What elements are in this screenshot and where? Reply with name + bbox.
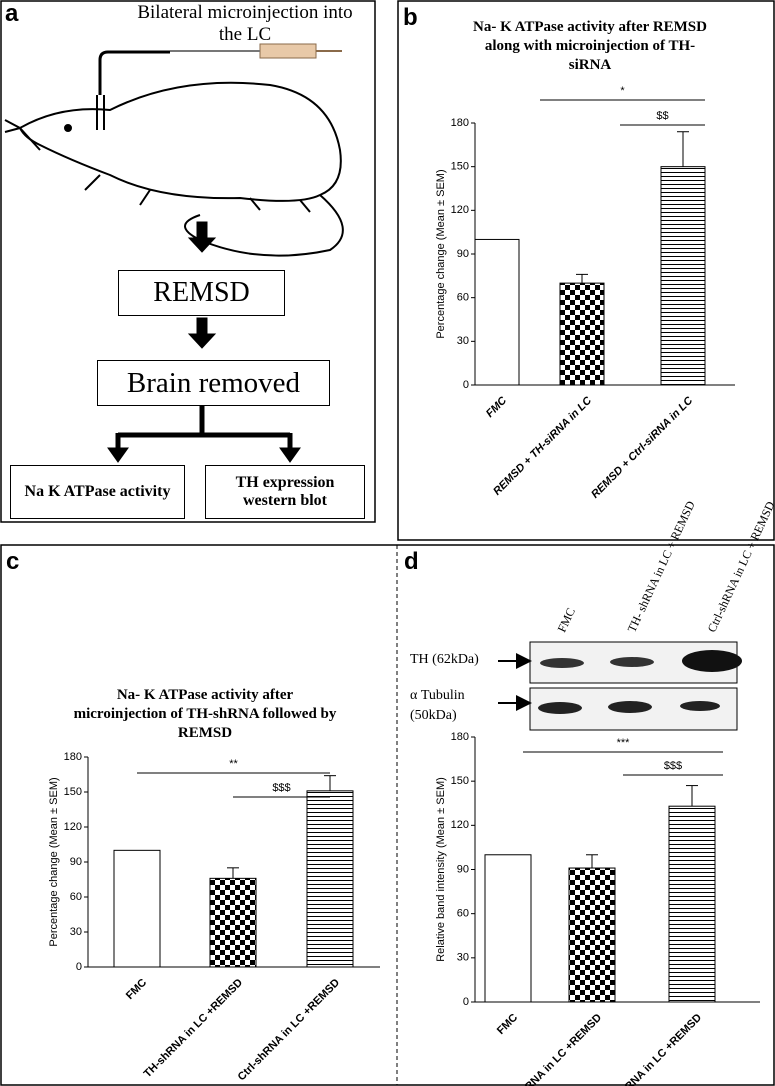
western-blot	[498, 641, 742, 731]
bar	[660, 166, 706, 386]
bar	[474, 238, 520, 386]
diagram-title: Bilateral microinjection into the LC	[137, 2, 353, 45]
panel-border	[0, 0, 376, 523]
significance-label: $$$	[664, 760, 682, 772]
chart-title: Na- K ATPase activity after REMSD along …	[473, 19, 707, 73]
bar	[113, 849, 161, 968]
y-tick-label: 90	[70, 856, 82, 868]
blot-row-label: α Tubulin (50kDa)	[410, 688, 465, 723]
y-tick-label: 0	[463, 379, 469, 391]
significance-label: *	[620, 85, 625, 97]
y-tick-label: 30	[457, 335, 469, 347]
blot-lane-label: Ctrl-shRNA in LC + REMSD	[705, 499, 775, 635]
y-tick-label: 60	[457, 292, 469, 304]
y-tick-label: 60	[457, 908, 469, 920]
blot-lane-label: FMC	[555, 606, 578, 635]
rat	[4, 81, 344, 257]
y-tick-label: 90	[457, 248, 469, 260]
panel-border	[0, 544, 775, 1086]
x-tick-label: FMC	[495, 1012, 520, 1037]
blot-lane-label: TH- shRNA in LC + REMSD	[625, 499, 698, 635]
bar	[568, 867, 616, 1003]
panel-label: c	[6, 548, 20, 575]
outcome-box: TH expression western blot	[205, 465, 365, 519]
x-tick-label: Ctrl-shRNA in LC +REMSD	[236, 977, 343, 1084]
chart-title: Na- K ATPase activity after microinjecti…	[73, 687, 337, 741]
y-tick-label: 0	[76, 961, 82, 973]
outcome-box: Na K ATPase activity	[10, 465, 185, 519]
panel-border	[397, 0, 775, 541]
y-tick-label: 120	[451, 204, 469, 216]
x-tick-label: REMSD + Ctrl-siRNA in LC	[589, 394, 696, 501]
y-tick-label: 60	[70, 891, 82, 903]
syringe	[98, 43, 342, 95]
y-tick-label: 150	[64, 786, 82, 798]
bar	[306, 790, 354, 968]
y-axis-label: Relative band intensity (Mean ± SEM)	[435, 777, 447, 962]
step-box: Brain removed	[97, 360, 330, 406]
y-tick-label: 0	[463, 996, 469, 1008]
y-axis-label: Percentage change (Mean ± SEM)	[48, 777, 60, 946]
x-tick-label: TH-shRNA in LC +REMSD	[142, 977, 246, 1081]
blot-row-label: TH (62kDa)	[410, 652, 479, 667]
bar	[209, 877, 257, 968]
significance-label: **	[229, 758, 238, 770]
x-tick-label: FMC	[124, 977, 149, 1002]
y-tick-label: 120	[451, 819, 469, 831]
panel-label: d	[404, 548, 419, 575]
panel-label: b	[403, 4, 418, 31]
y-tick-label: 150	[451, 775, 469, 787]
x-tick-label: Ctrl-shRNA in LC +REMSD	[598, 1012, 705, 1086]
significance-label: ***	[617, 737, 631, 749]
x-tick-label: FMC	[484, 394, 510, 420]
bar	[484, 854, 532, 1003]
significance-label: $$	[656, 110, 668, 122]
y-axis-label: Percentage change (Mean ± SEM)	[435, 169, 447, 338]
bar	[668, 805, 716, 1003]
y-tick-label: 180	[64, 751, 82, 763]
panel-label: a	[5, 0, 19, 27]
y-tick-label: 90	[457, 863, 469, 875]
flow-arrows	[107, 221, 301, 463]
bar	[559, 282, 605, 386]
y-tick-label: 150	[451, 161, 469, 173]
y-tick-label: 180	[451, 731, 469, 743]
y-tick-label: 120	[64, 821, 82, 833]
x-tick-label: REMSD + TH-siRNA in LC	[491, 394, 595, 498]
y-tick-label: 180	[451, 117, 469, 129]
y-tick-label: 30	[70, 926, 82, 938]
significance-label: $$$	[272, 782, 290, 794]
y-tick-label: 30	[457, 952, 469, 964]
step-box: REMSD	[118, 270, 285, 316]
